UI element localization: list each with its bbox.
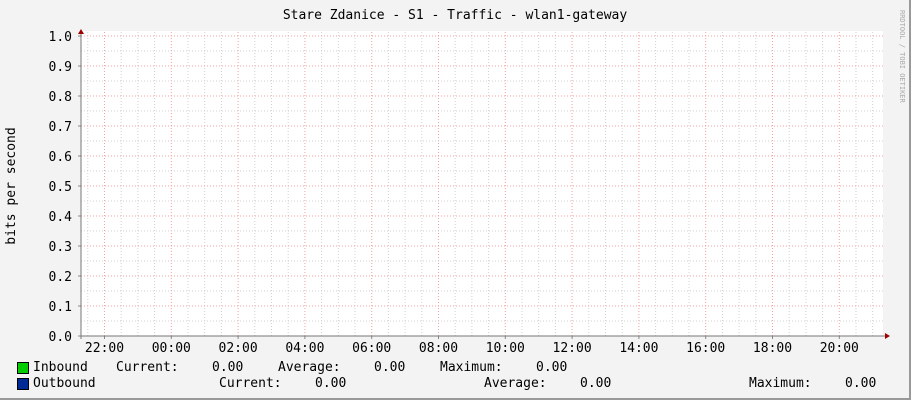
outbound-label: Outbound <box>33 376 96 391</box>
x-tick-label: 14:00 <box>619 341 658 356</box>
chart-title: Stare Zdanice - S1 - Traffic - wlan1-gat… <box>283 8 628 23</box>
y-tick-label: 0.5 <box>49 180 72 195</box>
x-tick-label: 20:00 <box>820 341 859 356</box>
inbound-current: 0.00 <box>212 360 244 375</box>
y-tick-label: 0.4 <box>49 210 73 225</box>
x-tick-label: 10:00 <box>486 341 525 356</box>
inbound-label: Inbound <box>33 360 88 375</box>
outbound-maximum: 0.00 <box>845 376 877 391</box>
inbound-swatch <box>17 362 29 374</box>
y-tick-label: 0.9 <box>49 60 72 75</box>
x-tick-label: 04:00 <box>285 341 324 356</box>
x-tick-label: 02:00 <box>219 341 258 356</box>
y-tick-label: 0.1 <box>49 300 72 315</box>
x-tick-label: 06:00 <box>352 341 391 356</box>
x-axis-arrow <box>885 333 890 339</box>
y-tick-label: 0.7 <box>49 120 72 135</box>
x-tick-label: 08:00 <box>419 341 458 356</box>
y-tick-label: 0.8 <box>49 90 72 105</box>
inbound-average: 0.00 <box>374 360 406 375</box>
inbound-maximum-label: Maximum: <box>440 360 503 375</box>
outbound-current: 0.00 <box>315 376 347 391</box>
x-tick-label: 12:00 <box>553 341 592 356</box>
y-axis-arrow <box>78 29 84 34</box>
x-tick-label: 16:00 <box>686 341 725 356</box>
x-tick-label: 22:00 <box>85 341 124 356</box>
outbound-swatch <box>17 378 29 390</box>
y-axis-label: bits per second <box>4 127 19 244</box>
y-tick-label: 0.0 <box>49 330 72 345</box>
outbound-average: 0.00 <box>580 376 612 391</box>
y-tick-label: 1.0 <box>49 30 72 45</box>
x-tick-label: 00:00 <box>152 341 191 356</box>
outbound-current-label: Current: <box>219 376 282 391</box>
inbound-current-label: Current: <box>116 360 179 375</box>
x-tick-label: 18:00 <box>753 341 792 356</box>
inbound-average-label: Average: <box>278 360 341 375</box>
plot-area <box>81 31 883 336</box>
y-tick-label: 0.6 <box>49 150 72 165</box>
outbound-maximum-label: Maximum: <box>749 376 812 391</box>
outbound-average-label: Average: <box>484 376 547 391</box>
y-tick-label: 0.2 <box>49 270 72 285</box>
rrdtool-watermark: RRDTOOL / TOBI OETIKER <box>898 10 906 104</box>
y-tick-label: 0.3 <box>49 240 72 255</box>
inbound-maximum: 0.00 <box>536 360 568 375</box>
